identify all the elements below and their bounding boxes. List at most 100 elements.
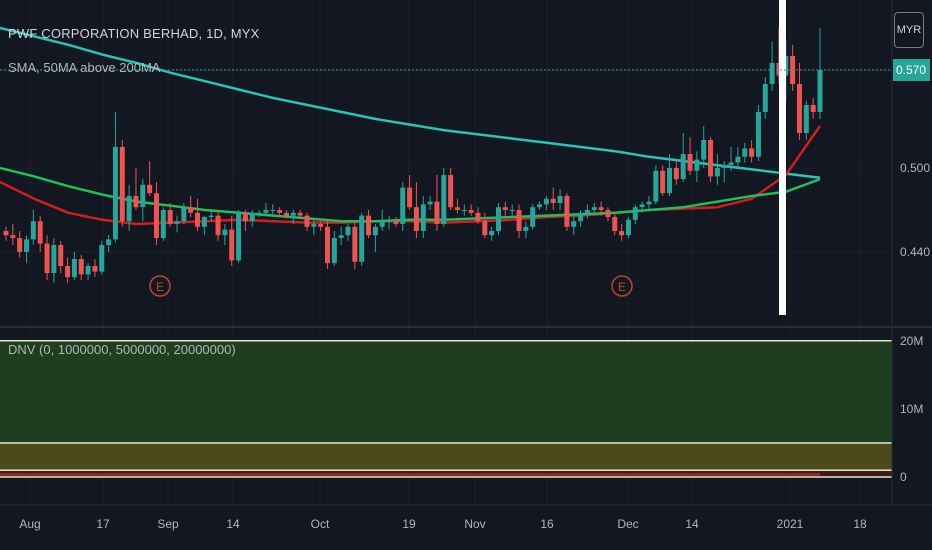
candle-body	[379, 221, 385, 227]
candle-body	[543, 198, 549, 205]
time-tick-label: Nov	[464, 517, 485, 531]
candle-body	[413, 207, 419, 231]
candle-body	[249, 212, 255, 222]
candle-body	[160, 210, 166, 238]
time-tick-label: Aug	[19, 517, 40, 531]
earnings-marker-label: E	[156, 280, 164, 294]
last-price-label: 0.570	[896, 63, 926, 77]
candle-body	[106, 239, 112, 245]
volume-zone	[0, 442, 892, 471]
candle-body	[454, 207, 460, 210]
candle-body	[516, 210, 522, 231]
candle-body	[475, 212, 481, 222]
price-tick-label: 0.440	[900, 245, 930, 259]
volume-zone	[0, 340, 892, 443]
candle-body	[58, 245, 64, 266]
candle-body	[366, 215, 372, 236]
candle-body	[270, 210, 276, 211]
volume-bars	[0, 472, 820, 476]
candle-body	[441, 175, 447, 224]
candle-body	[133, 196, 139, 208]
candle-body	[147, 184, 153, 194]
candle-body	[242, 212, 248, 222]
candle-body	[632, 207, 638, 220]
candle-body	[810, 105, 816, 112]
candle-body	[407, 187, 413, 208]
candle-body	[236, 212, 242, 261]
candle-body	[530, 207, 536, 227]
last-price-badge	[893, 59, 930, 81]
candle-body	[30, 221, 36, 240]
candle-body	[667, 168, 673, 194]
candle-body	[612, 217, 618, 231]
candle-body	[762, 84, 768, 112]
candle-body	[687, 154, 693, 171]
candle-body	[222, 229, 228, 236]
candle-body	[742, 148, 748, 157]
candle-body	[65, 266, 71, 278]
candle-body	[174, 221, 180, 224]
candle-body	[10, 235, 16, 238]
candle-body	[721, 165, 727, 168]
candle-body	[803, 105, 809, 133]
candle-body	[112, 147, 118, 240]
time-tick-label: Dec	[617, 517, 638, 531]
time-tick-label: 14	[685, 517, 699, 531]
volume-tick-label: 10M	[900, 402, 923, 416]
candle-body	[448, 175, 454, 208]
candle-body	[673, 168, 679, 180]
candle-body	[523, 226, 529, 231]
candle-body	[153, 193, 159, 238]
candle-body	[660, 170, 666, 194]
candle-body	[372, 226, 378, 236]
candle-body	[92, 266, 98, 272]
candle-body	[796, 84, 802, 133]
price-tick-label: 0.500	[900, 161, 930, 175]
candle-body	[578, 212, 584, 222]
candle-body	[639, 204, 645, 208]
candle-body	[776, 63, 782, 76]
candle-body	[646, 201, 652, 205]
candle-body	[509, 210, 515, 211]
candle-body	[598, 207, 604, 210]
candle-body	[591, 207, 597, 210]
candle-body	[24, 239, 30, 252]
candle-body	[694, 159, 700, 171]
candle-body	[71, 259, 77, 278]
currency-button[interactable]: MYR	[894, 12, 924, 48]
candle-body	[584, 210, 590, 213]
candle-body	[571, 221, 577, 227]
candle-body	[708, 140, 714, 177]
red-ma-line	[0, 125, 822, 226]
candle-body	[735, 156, 741, 163]
candle-body	[749, 148, 755, 157]
candle-body	[188, 207, 194, 213]
candle-body	[400, 187, 406, 224]
candle-body	[85, 266, 91, 275]
candle-body	[338, 235, 344, 238]
candle-body	[619, 231, 625, 236]
candle-body	[345, 226, 351, 236]
candle-body	[468, 210, 474, 213]
candle-body	[550, 198, 556, 203]
candle-body	[311, 224, 317, 227]
candle-body	[359, 215, 365, 262]
candle-body	[386, 221, 392, 223]
candle-body	[208, 215, 214, 217]
time-tick-label: 18	[853, 517, 867, 531]
candle-body	[755, 112, 761, 157]
candle-body	[78, 259, 84, 275]
candle-body	[537, 204, 543, 208]
time-tick-label: Sep	[157, 517, 179, 531]
candle-body	[817, 70, 823, 112]
volume-tick-label: 0	[900, 470, 907, 484]
candle-body	[17, 238, 23, 252]
candle-body	[564, 196, 570, 227]
candle-body	[352, 226, 358, 262]
candle-body	[304, 215, 310, 227]
time-tick-label: 14	[226, 517, 240, 531]
candle-body	[625, 219, 631, 236]
candle-body	[482, 221, 488, 236]
volume-indicator-label: DNV (0, 1000000, 5000000, 20000000)	[8, 342, 236, 357]
